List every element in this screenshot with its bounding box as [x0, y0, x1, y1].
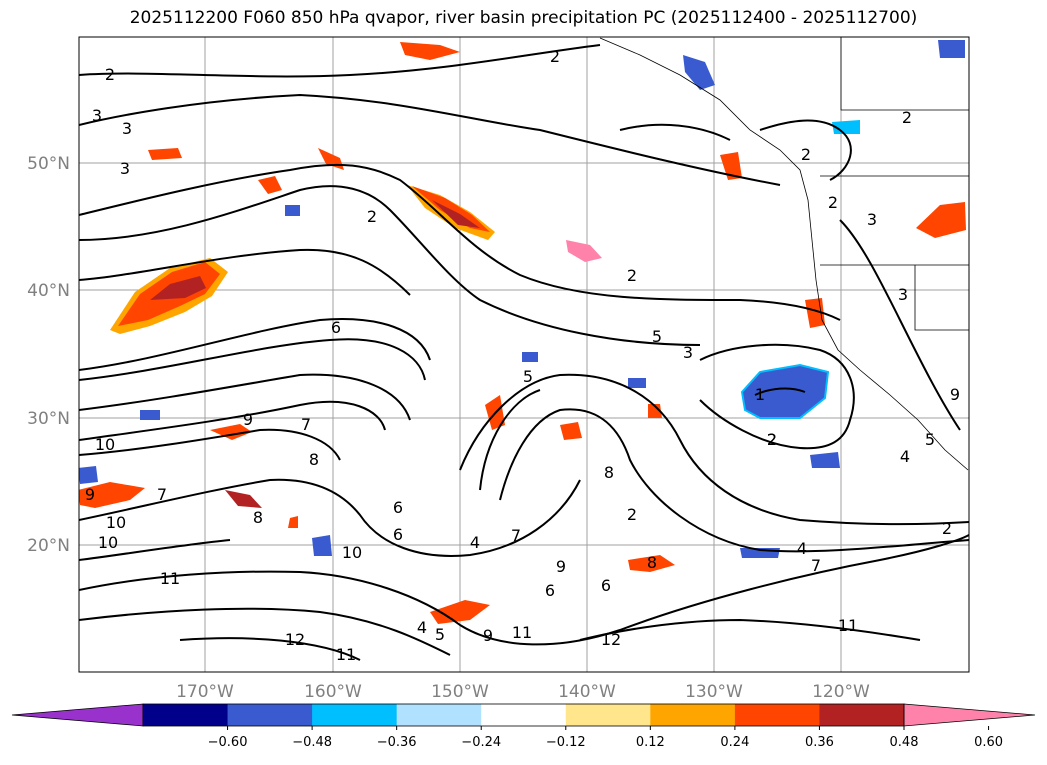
- contour-label: 7: [511, 526, 521, 545]
- lon-label-120w: 120°W: [812, 682, 870, 702]
- latitude-labels: 50°N 40°N 30°N 20°N: [27, 154, 70, 556]
- lon-label-140w: 140°W: [558, 682, 616, 702]
- contour-label: 3: [120, 159, 130, 178]
- contour-label: 11: [160, 569, 180, 588]
- lat-label-40n: 40°N: [27, 281, 70, 301]
- coastline: [599, 37, 969, 471]
- contour-label: 10: [95, 435, 115, 454]
- colorbar-extend-low: [11, 703, 144, 727]
- contour-label: 2: [627, 505, 637, 524]
- lat-label-50n: 50°N: [27, 154, 70, 174]
- colorbar-segment: [734, 704, 820, 726]
- contour-label: 6: [331, 318, 341, 337]
- colorbar-segment: [565, 704, 651, 726]
- contour-label: 7: [811, 556, 821, 575]
- precip-positive-areas: [79, 42, 966, 624]
- contour-label: 10: [106, 513, 126, 532]
- colorbar: [11, 703, 1036, 727]
- contour-label: 3: [683, 343, 693, 362]
- contour-label: 3: [122, 119, 132, 138]
- contour-label: 10: [342, 543, 362, 562]
- lon-label-130w: 130°W: [685, 682, 743, 702]
- colorbar-segment: [481, 704, 567, 726]
- colorbar-tick-label: 0.12: [636, 735, 665, 750]
- contour-label: 9: [483, 626, 493, 645]
- contour-label: 2: [767, 430, 777, 449]
- contour-label: 11: [838, 616, 858, 635]
- gridlines: [79, 37, 969, 672]
- contour-label: 12: [601, 630, 621, 649]
- colorbar-tick-labels: −0.60 −0.48 −0.36 −0.24 −0.12 0.12 0.24 0.36 0.4…: [208, 726, 1003, 750]
- contour-label: 3: [92, 106, 102, 125]
- lon-label-170w: 170°W: [176, 682, 234, 702]
- contour-label: 2: [105, 65, 115, 84]
- contour-label: 10: [98, 533, 118, 552]
- lat-label-30n: 30°N: [27, 409, 70, 429]
- colorbar-segment: [396, 704, 482, 726]
- colorbar-tick-label: 0.36: [805, 735, 834, 750]
- colorbar-tick-label: −0.36: [377, 735, 417, 750]
- contour-label: 5: [652, 327, 662, 346]
- map-title: 2025112200 F060 850 hPa qvapor, river ba…: [129, 8, 918, 28]
- colorbar-tick-label: −0.12: [546, 735, 586, 750]
- contour-label: 7: [157, 485, 167, 504]
- contour-label: 6: [393, 525, 403, 544]
- lat-label-20n: 20°N: [27, 536, 70, 556]
- colorbar-tick-label: −0.24: [461, 735, 501, 750]
- contour-label: 9: [243, 410, 253, 429]
- contour-label: 2: [550, 47, 560, 66]
- colorbar-segment: [143, 704, 229, 726]
- contour-label: 12: [285, 630, 305, 649]
- colorbar-border: [142, 703, 905, 727]
- contour-label: 1: [755, 385, 765, 404]
- lon-label-160w: 160°W: [304, 682, 362, 702]
- contour-label: 11: [512, 623, 532, 642]
- contour-label: 5: [925, 430, 935, 449]
- lon-label-150w: 150°W: [431, 682, 489, 702]
- contour-label: 3: [867, 210, 877, 229]
- contour-label: 2: [767, 430, 777, 449]
- contour-label: 2: [902, 108, 912, 127]
- contour-label: 6: [545, 581, 555, 600]
- contour-label: 8: [604, 463, 614, 482]
- contour-label: 4: [417, 618, 427, 637]
- colorbar-segment: [819, 704, 905, 726]
- contour-label: 2: [367, 207, 377, 226]
- contour-label: 2: [627, 266, 637, 285]
- contour-label: 5: [435, 625, 445, 644]
- contour-label: 9: [950, 385, 960, 404]
- colorbar-segment: [312, 704, 398, 726]
- contour-label: 3: [898, 285, 908, 304]
- contour-label: 8: [253, 508, 263, 527]
- contour-label: 4: [797, 539, 807, 558]
- contour-label: 6: [601, 576, 611, 595]
- contour-label: 9: [85, 485, 95, 504]
- colorbar-tick-label: 0.24: [720, 735, 749, 750]
- contour-label: 5: [523, 367, 533, 386]
- colorbar-extend-high: [903, 703, 1036, 727]
- contour-label: 7: [301, 415, 311, 434]
- contour-label: 2: [828, 193, 838, 212]
- contour-label: 8: [309, 450, 319, 469]
- colorbar-tick-label: −0.48: [292, 735, 332, 750]
- colorbar-segment: [227, 704, 313, 726]
- contour-label: 11: [336, 645, 356, 664]
- precip-negative-areas: [79, 40, 965, 558]
- contour-label: 2: [942, 519, 952, 538]
- colorbar-segment: [650, 704, 736, 726]
- longitude-labels: 170°W 160°W 150°W 140°W 130°W 120°W: [176, 682, 870, 702]
- contour-label: 9: [556, 557, 566, 576]
- contour-label: 8: [647, 553, 657, 572]
- contour-label: 4: [470, 533, 480, 552]
- qvapor-contours: [79, 44, 969, 661]
- plot-frame: [78, 36, 970, 673]
- colorbar-tick-label: 0.48: [890, 735, 919, 750]
- contour-label: 6: [393, 498, 403, 517]
- colorbar-tick-label: 0.60: [974, 735, 1003, 750]
- contour-label: 2: [801, 145, 811, 164]
- contour-label: 4: [900, 447, 910, 466]
- colorbar-tick-label: −0.60: [208, 735, 248, 750]
